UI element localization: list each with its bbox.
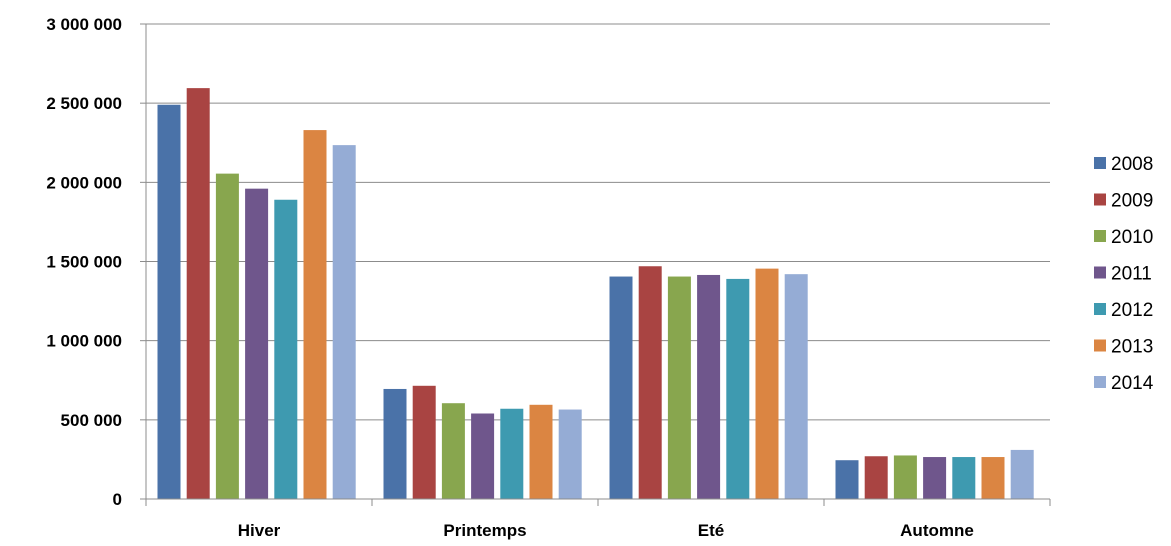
bar-automne-2008	[835, 460, 859, 499]
bar-eté-2011	[697, 274, 721, 499]
y-tick-label: 2 500 000	[46, 94, 122, 113]
legend-swatch-2008	[1094, 157, 1106, 169]
bar-printemps-2012	[500, 408, 524, 499]
y-tick-label: 3 000 000	[46, 15, 122, 34]
x-tick-label: Automne	[900, 521, 974, 540]
legend-label-2013: 2013	[1111, 337, 1153, 358]
legend-swatch-2011	[1094, 266, 1106, 279]
bar-automne-2011	[923, 457, 947, 499]
bar-eté-2014	[784, 274, 808, 499]
bar-hiver-2012	[274, 199, 298, 499]
bar-automne-2010	[893, 455, 917, 499]
legend-swatch-2014	[1094, 376, 1106, 388]
bar-eté-2012	[726, 278, 750, 499]
legend-swatch-2009	[1094, 193, 1106, 206]
bar-eté-2013	[755, 268, 779, 499]
bar-printemps-2008	[383, 388, 407, 499]
bar-hiver-2010	[215, 173, 239, 499]
bars	[157, 88, 1034, 500]
legend-label-2010: 2010	[1111, 227, 1153, 248]
legend-swatch-2013	[1094, 339, 1106, 352]
bar-hiver-2014	[332, 145, 356, 499]
y-axis-ticks: 0 500 000 1 000 000 1 500 000 2 000 000 2 500…	[46, 15, 146, 509]
bar-hiver-2013	[303, 130, 327, 500]
bar-printemps-2014	[558, 409, 582, 499]
x-tick-label: Eté	[698, 521, 724, 540]
x-axis-ticks: Hiver Printemps Eté Automne	[145, 499, 1051, 540]
bar-automne-2014	[1010, 449, 1034, 499]
bar-eté-2010	[667, 276, 691, 499]
legend: 2008 2009 2010 2011 2012 2013 2014	[1094, 154, 1154, 394]
legend-label-2014: 2014	[1111, 373, 1154, 394]
y-tick-label: 1 000 000	[46, 332, 122, 351]
legend-swatch-2010	[1094, 230, 1106, 242]
legend-label-2008: 2008	[1111, 154, 1153, 175]
y-tick-label: 500 000	[61, 411, 122, 430]
x-tick-label: Hiver	[238, 521, 281, 540]
legend-swatch-2012	[1094, 303, 1106, 315]
bar-eté-2009	[638, 266, 662, 499]
legend-label-2009: 2009	[1111, 191, 1153, 212]
x-tick-label: Printemps	[443, 521, 526, 540]
legend-label-2012: 2012	[1111, 300, 1153, 321]
bar-hiver-2008	[157, 104, 181, 499]
bar-printemps-2011	[471, 413, 495, 499]
bar-printemps-2009	[412, 385, 436, 499]
bar-automne-2009	[864, 456, 888, 499]
bar-hiver-2009	[186, 88, 210, 499]
y-tick-label: 1 500 000	[46, 253, 122, 272]
bar-hiver-2011	[245, 188, 269, 499]
y-tick-label: 0	[113, 490, 122, 509]
legend-label-2011: 2011	[1111, 264, 1152, 285]
y-tick-label: 2 000 000	[46, 173, 122, 192]
bar-printemps-2010	[441, 403, 465, 499]
bar-eté-2008	[609, 276, 633, 499]
bar-automne-2013	[981, 457, 1005, 499]
bar-printemps-2013	[529, 404, 553, 499]
bar-automne-2012	[952, 457, 976, 499]
